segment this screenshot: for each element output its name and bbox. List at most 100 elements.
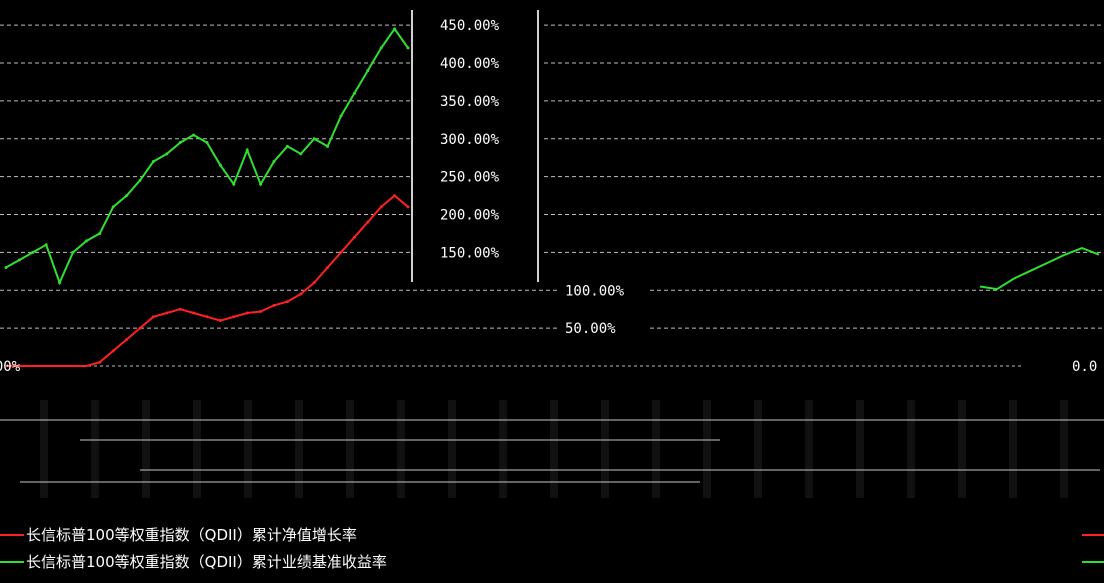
data-point bbox=[98, 360, 102, 364]
data-point bbox=[165, 152, 169, 156]
x-date-label bbox=[499, 400, 507, 498]
data-point bbox=[245, 148, 249, 152]
x-date-column bbox=[601, 400, 609, 498]
x-date-label bbox=[397, 400, 405, 498]
data-point bbox=[339, 250, 343, 254]
x-date-column bbox=[448, 400, 456, 498]
data-point bbox=[218, 163, 222, 167]
data-point bbox=[125, 194, 129, 198]
y-tick-label: 250.00% bbox=[440, 170, 500, 186]
data-point bbox=[111, 205, 115, 209]
data-point bbox=[125, 337, 129, 341]
x-date-label bbox=[550, 400, 558, 498]
x-date-column bbox=[91, 400, 99, 498]
x-date-column bbox=[754, 400, 762, 498]
x-date-column bbox=[550, 400, 558, 498]
x-date-column bbox=[856, 400, 864, 498]
x-date-label bbox=[1009, 400, 1017, 498]
axis-lines bbox=[0, 10, 1104, 284]
data-point bbox=[232, 182, 236, 186]
x-date-label bbox=[346, 400, 354, 498]
data-point bbox=[31, 250, 35, 254]
data-point bbox=[151, 159, 155, 163]
data-point bbox=[393, 194, 397, 198]
data-point bbox=[366, 220, 370, 224]
data-point bbox=[272, 303, 276, 307]
data-point bbox=[151, 315, 155, 319]
data-point bbox=[192, 311, 196, 315]
x-date-label bbox=[856, 400, 864, 498]
data-point bbox=[138, 178, 142, 182]
y-tick-label: 300.00% bbox=[440, 132, 500, 148]
y-zero-label-left: 0.00% bbox=[0, 359, 21, 375]
x-date-column bbox=[652, 400, 660, 498]
data-point bbox=[299, 292, 303, 296]
x-date-column bbox=[703, 400, 711, 498]
y-tick-label: 400.00% bbox=[440, 56, 500, 72]
x-date-column bbox=[142, 400, 150, 498]
y-tick-label: 150.00% bbox=[440, 245, 500, 261]
data-point bbox=[312, 137, 316, 141]
data-point bbox=[245, 311, 249, 315]
data-point bbox=[111, 349, 115, 353]
series-line-right-green bbox=[979, 246, 1100, 291]
data-point bbox=[165, 311, 169, 315]
data-point bbox=[406, 205, 410, 209]
x-date-label bbox=[703, 400, 711, 498]
data-point bbox=[84, 239, 88, 243]
data-point bbox=[218, 319, 222, 323]
data-point bbox=[71, 250, 75, 254]
x-date-label bbox=[754, 400, 762, 498]
x-date-column bbox=[346, 400, 354, 498]
data-point bbox=[299, 152, 303, 156]
x-date-column bbox=[244, 400, 252, 498]
y-tick-label: 50.00% bbox=[565, 321, 616, 337]
data-point bbox=[259, 309, 263, 313]
data-point bbox=[352, 91, 356, 95]
x-date-column bbox=[958, 400, 966, 498]
x-date-label bbox=[1060, 400, 1068, 498]
data-point bbox=[205, 141, 209, 145]
x-date-column bbox=[397, 400, 405, 498]
x-date-column bbox=[1060, 400, 1068, 498]
x-date-label bbox=[193, 400, 201, 498]
data-point bbox=[379, 46, 383, 50]
x-date-column bbox=[907, 400, 915, 498]
data-point bbox=[205, 315, 209, 319]
data-point bbox=[285, 144, 289, 148]
x-date-label bbox=[652, 400, 660, 498]
y-tick-label: 350.00% bbox=[440, 94, 500, 110]
data-point bbox=[326, 266, 330, 270]
legend-label: 长信标普100等权重指数（QDII）累计业绩基准收益率 bbox=[26, 553, 387, 571]
data-point bbox=[178, 307, 182, 311]
x-date-label bbox=[91, 400, 99, 498]
x-date-column bbox=[193, 400, 201, 498]
data-point bbox=[312, 281, 316, 285]
legend-label: 长信标普100等权重指数（QDII）累计净值增长率 bbox=[26, 526, 357, 544]
series-line-1 bbox=[6, 194, 409, 367]
data-point bbox=[58, 281, 62, 285]
data-point bbox=[138, 326, 142, 330]
x-date-label bbox=[448, 400, 456, 498]
data-point bbox=[352, 235, 356, 239]
legend: 长信标普100等权重指数（QDII）累计净值增长率长信标普100等权重指数（QD… bbox=[0, 526, 1104, 571]
x-date-column bbox=[805, 400, 813, 498]
x-date-label bbox=[244, 400, 252, 498]
x-date-label bbox=[142, 400, 150, 498]
data-point bbox=[192, 133, 196, 137]
data-point bbox=[44, 243, 48, 247]
data-point bbox=[178, 141, 182, 145]
data-point bbox=[259, 182, 263, 186]
x-date-label bbox=[958, 400, 966, 498]
x-date-column bbox=[1009, 400, 1017, 498]
y-tick-labels: 450.00% 400.00% 350.00% 300.00% 250.00% 200.0… bbox=[0, 18, 1097, 375]
x-date-label bbox=[907, 400, 915, 498]
data-point bbox=[393, 27, 397, 31]
grid-lines bbox=[0, 24, 1104, 367]
series-lines bbox=[4, 27, 1100, 367]
data-point bbox=[4, 266, 8, 270]
data-point bbox=[285, 300, 289, 304]
data-point bbox=[272, 159, 276, 163]
